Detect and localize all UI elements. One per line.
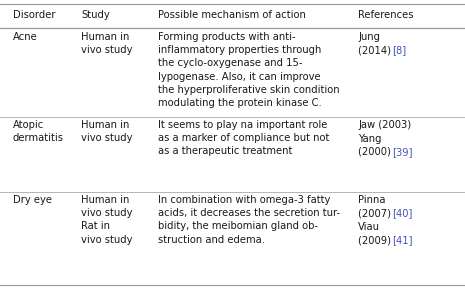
Text: Dry eye: Dry eye xyxy=(13,195,52,205)
Text: Pinna: Pinna xyxy=(358,195,385,205)
Text: Acne: Acne xyxy=(13,32,37,42)
Text: Jaw (2003): Jaw (2003) xyxy=(358,120,411,130)
Text: [39]: [39] xyxy=(392,147,412,157)
Text: [41]: [41] xyxy=(392,236,412,245)
Text: [8]: [8] xyxy=(392,46,406,56)
Text: It seems to play na important role
as a marker of compliance but not
as a therap: It seems to play na important role as a … xyxy=(158,120,330,156)
Text: Human in
vivo study: Human in vivo study xyxy=(81,32,133,55)
Text: Viau: Viau xyxy=(358,222,380,232)
Text: [40]: [40] xyxy=(392,208,412,218)
Text: Forming products with anti-
inflammatory properties through
the cyclo-oxygenase : Forming products with anti- inflammatory… xyxy=(158,32,340,108)
Text: (2009): (2009) xyxy=(358,236,394,245)
Text: Jung: Jung xyxy=(358,32,380,42)
Text: (2007): (2007) xyxy=(358,208,394,218)
Text: Yang: Yang xyxy=(358,133,382,144)
Text: Disorder: Disorder xyxy=(13,10,55,20)
Text: Human in
vivo study
Rat in
vivo study: Human in vivo study Rat in vivo study xyxy=(81,195,133,244)
Text: Atopic
dermatitis: Atopic dermatitis xyxy=(13,120,64,143)
Text: (2014): (2014) xyxy=(358,46,394,56)
Text: Study: Study xyxy=(81,10,110,20)
Text: In combination with omega-3 fatty
acids, it decreases the secretion tur-
bidity,: In combination with omega-3 fatty acids,… xyxy=(158,195,340,244)
Text: (2000): (2000) xyxy=(358,147,394,157)
Text: Human in
vivo study: Human in vivo study xyxy=(81,120,133,143)
Text: Possible mechanism of action: Possible mechanism of action xyxy=(158,10,306,20)
Text: References: References xyxy=(358,10,413,20)
